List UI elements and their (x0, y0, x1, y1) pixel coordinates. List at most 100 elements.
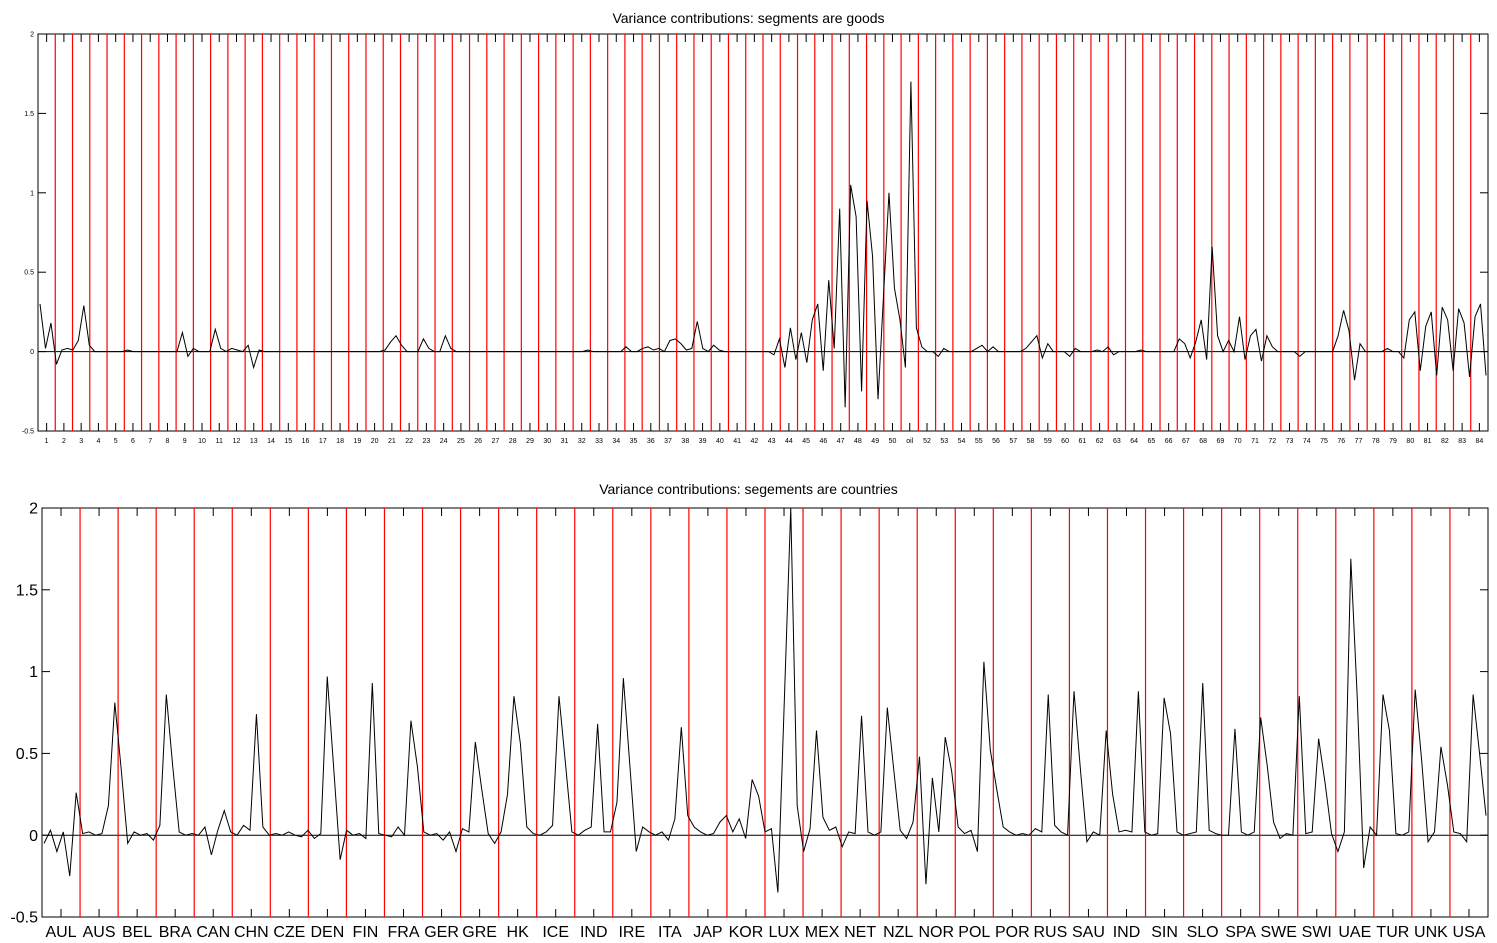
goods-segment-label: 10 (198, 438, 206, 445)
goods-segment-label: 65 (1147, 438, 1155, 445)
goods-segment-label: 47 (837, 438, 845, 445)
goods-segment-label: 42 (750, 438, 758, 445)
countries-segment-label: POL (958, 924, 990, 941)
goods-segment-label: 57 (1009, 438, 1017, 445)
goods-y-tick-label: 2 (30, 31, 34, 38)
goods-segment-label: 40 (716, 438, 724, 445)
goods-segment-label: 35 (630, 438, 638, 445)
goods-segment-label: 79 (1389, 438, 1397, 445)
goods-y-tick-label: 0 (30, 349, 34, 356)
countries-segment-label: AUL (45, 924, 76, 941)
countries-segment-label: SIN (1151, 924, 1178, 941)
goods-segment-label: 20 (371, 438, 379, 445)
goods-segment-label: 77 (1355, 438, 1363, 445)
goods-y-tick-label: 1.5 (24, 111, 34, 118)
countries-segment-label: CHN (234, 924, 269, 941)
goods-segment-label: 3 (79, 438, 83, 445)
goods-segment-label: 58 (1027, 438, 1035, 445)
goods-segment-label: 26 (474, 438, 482, 445)
goods-segment-label: 25 (457, 438, 465, 445)
countries-segment-label: NZL (883, 924, 913, 941)
chart-title-goods: Variance contributions: segments are goo… (612, 10, 885, 26)
countries-segment-label: SLO (1187, 924, 1219, 941)
countries-segment-label: LUX (768, 924, 799, 941)
countries-y-tick-label: -0.5 (10, 910, 38, 927)
countries-segment-label: IND (1113, 924, 1141, 941)
goods-segment-label: 15 (284, 438, 292, 445)
goods-segment-label: 22 (405, 438, 413, 445)
countries-segment-label: NET (844, 924, 876, 941)
goods-segment-label: 27 (492, 438, 500, 445)
countries-segment-label: NOR (918, 924, 954, 941)
goods-segment-label: 2 (62, 438, 66, 445)
goods-segment-label: 4 (96, 438, 100, 445)
goods-segment-label: 74 (1303, 438, 1311, 445)
countries-segment-label: SWE (1260, 924, 1296, 941)
countries-segment-label: TUR (1376, 924, 1409, 941)
countries-y-tick-label: 1.5 (16, 582, 38, 599)
goods-segment-label: 18 (336, 438, 344, 445)
countries-segment-label: DEN (311, 924, 345, 941)
countries-segment-label: JAP (693, 924, 722, 941)
goods-segment-label: 84 (1475, 438, 1483, 445)
goods-segment-label: 41 (733, 438, 741, 445)
goods-segment-label: 72 (1268, 438, 1276, 445)
goods-segment-label: 43 (768, 438, 776, 445)
countries-y-tick-label: 0.5 (16, 746, 38, 763)
goods-segment-label: 7 (148, 438, 152, 445)
goods-segment-label: 24 (440, 438, 448, 445)
goods-segment-label: 16 (302, 438, 310, 445)
goods-segment-label: 6 (131, 438, 135, 445)
countries-segment-label: KOR (729, 924, 764, 941)
goods-segment-label: 82 (1441, 438, 1449, 445)
goods-segment-label: 46 (820, 438, 828, 445)
countries-segment-label: UNK (1414, 924, 1448, 941)
goods-segment-label: 12 (233, 438, 241, 445)
countries-segment-label: IRE (618, 924, 645, 941)
goods-segment-label: 11 (216, 438, 223, 445)
goods-segment-label: 28 (509, 438, 517, 445)
goods-segment-label: 37 (664, 438, 672, 445)
goods-segment-label: 76 (1337, 438, 1345, 445)
countries-segment-label: RUS (1034, 924, 1068, 941)
goods-segment-label: 67 (1182, 438, 1190, 445)
countries-segment-label: SWI (1302, 924, 1332, 941)
goods-segment-label: 1 (45, 438, 49, 445)
goods-segment-label: 33 (595, 438, 603, 445)
countries-y-tick-label: 1 (29, 664, 38, 681)
goods-segment-label: 69 (1217, 438, 1225, 445)
goods-series-line (39, 81, 1487, 408)
goods-segment-label: 8 (166, 438, 170, 445)
countries-segment-label: BEL (122, 924, 152, 941)
goods-segment-label: oil (906, 438, 913, 445)
goods-y-tick-label: 0.5 (24, 270, 34, 277)
countries-segment-label: BRA (159, 924, 192, 941)
countries-segment-label: SPA (1225, 924, 1256, 941)
goods-y-tick-label: 1 (30, 190, 34, 197)
chart-title-countries: Variance contributions: segements are co… (599, 481, 898, 497)
goods-segment-label: 14 (267, 438, 275, 445)
countries-y-tick-label: 0 (29, 828, 38, 845)
countries-segment-label: IND (580, 924, 608, 941)
goods-segment-label: 50 (889, 438, 897, 445)
goods-segment-label: 83 (1458, 438, 1466, 445)
countries-segment-label: HK (507, 924, 530, 941)
goods-segment-label: 64 (1130, 438, 1138, 445)
countries-segment-label: MEX (805, 924, 840, 941)
goods-segment-label: 49 (871, 438, 879, 445)
goods-segment-label: 52 (923, 438, 931, 445)
goods-segment-label: 80 (1406, 438, 1414, 445)
goods-segment-label: 30 (543, 438, 551, 445)
goods-segment-label: 68 (1199, 438, 1207, 445)
goods-segment-label: 55 (975, 438, 983, 445)
goods-segment-label: 62 (1096, 438, 1104, 445)
goods-segment-label: 23 (422, 438, 430, 445)
countries-segment-label: FIN (353, 924, 379, 941)
goods-segment-label: 31 (561, 438, 569, 445)
goods-segment-label: 61 (1078, 438, 1086, 445)
goods-segment-label: 71 (1251, 438, 1259, 445)
goods-segment-label: 66 (1165, 438, 1173, 445)
goods-segment-label: 38 (681, 438, 689, 445)
countries-y-tick-label: 2 (29, 501, 38, 518)
